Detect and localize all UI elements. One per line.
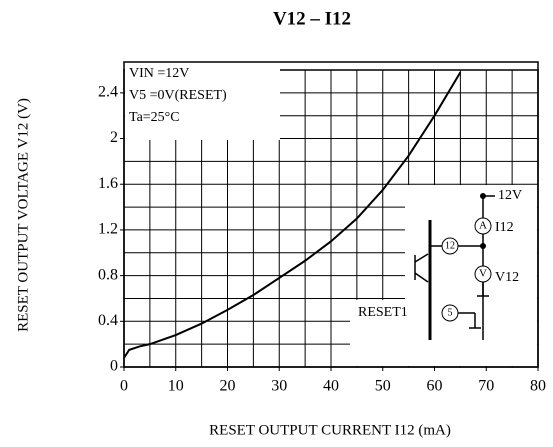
x-tick-label: 20 [220,378,236,395]
circuit-label: V12 [495,270,519,285]
chart-title: V12 – I12 [273,8,351,29]
terminal [480,193,486,199]
y-tick-label: 0.4 [98,312,118,329]
conditions-box [125,63,280,140]
circuit-label: RESET1 [358,305,408,320]
circuit-wire [414,272,429,283]
y-tick-label: 2.4 [98,84,118,101]
y-tick-label: 0 [110,358,118,375]
node [480,243,486,249]
y-tick-label: 1.2 [98,221,118,238]
pin [441,237,459,255]
circuit-label: 12V [498,188,522,203]
x-tick-label: 10 [168,378,184,395]
y-tick-label: 2 [110,129,118,146]
condition: Ta=25°C [129,110,180,125]
x-tick-label: 80 [530,378,546,395]
y-axis-label: RESET OUTPUT VOLTAGE V12 (V) [15,98,31,332]
line-series [123,71,462,359]
circuit-label: V [479,268,487,280]
x-tick-label: 70 [478,378,494,395]
circuit-wire [414,253,429,263]
x-tick-label: 50 [375,378,391,395]
circuit-label: I12 [495,220,514,235]
ammeter [474,217,492,235]
circuit-label: 5 [448,307,453,318]
condition: VIN =12V [129,66,189,81]
x-tick-label: 60 [427,378,443,395]
plot-frame [123,61,539,368]
circuit-label: 12 [445,240,455,251]
y-tick-label: 0.8 [98,266,118,283]
x-axis-label: RESET OUTPUT CURRENT I12 (mA) [209,422,451,438]
circuit-label: A [479,220,487,232]
x-tick-label: 30 [271,378,287,395]
y-tick-label: 1.6 [98,175,118,192]
x-tick-label: 40 [323,378,339,395]
condition: V5 =0V(RESET) [129,88,227,103]
x-tick-label: 0 [120,378,128,395]
